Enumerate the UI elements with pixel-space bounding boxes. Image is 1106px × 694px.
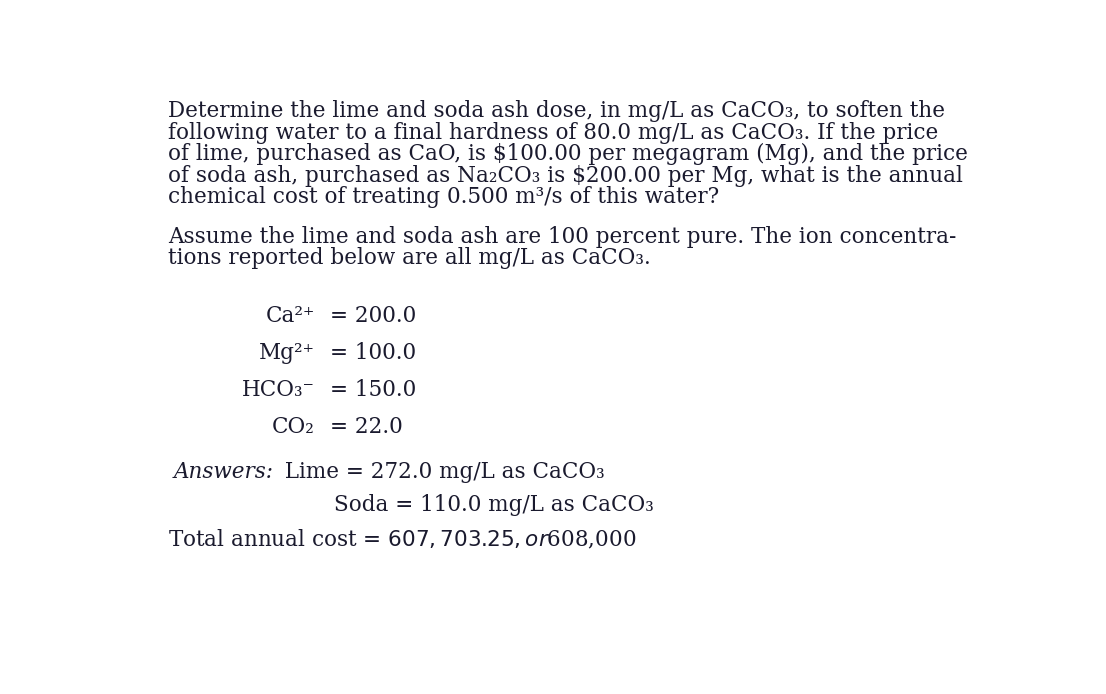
Text: Total annual cost = $607,703.25, or $608,000: Total annual cost = $607,703.25, or $608…	[168, 528, 636, 552]
Text: of soda ash, purchased as Na₂CO₃ is $200.00 per Mg, what is the annual: of soda ash, purchased as Na₂CO₃ is $200…	[168, 165, 962, 187]
Text: = 150.0: = 150.0	[331, 379, 417, 401]
Text: = 22.0: = 22.0	[331, 416, 404, 438]
Text: Mg²⁺: Mg²⁺	[259, 342, 315, 364]
Text: following water to a final hardness of 80.0 mg/L as CaCO₃. If the price: following water to a final hardness of 8…	[168, 121, 938, 144]
Text: of lime, purchased as CaO, is $100.00 per megagram (Mg), and the price: of lime, purchased as CaO, is $100.00 pe…	[168, 144, 968, 165]
Text: Answers:: Answers:	[174, 461, 274, 482]
Text: CO₂: CO₂	[272, 416, 315, 438]
Text: Assume the lime and soda ash are 100 percent pure. The ion concentra-: Assume the lime and soda ash are 100 per…	[168, 226, 956, 248]
Text: Ca²⁺: Ca²⁺	[265, 305, 315, 327]
Text: chemical cost of treating 0.500 m³/s of this water?: chemical cost of treating 0.500 m³/s of …	[168, 187, 719, 208]
Text: tions reported below are all mg/L as CaCO₃.: tions reported below are all mg/L as CaC…	[168, 247, 650, 269]
Text: HCO₃⁻: HCO₃⁻	[242, 379, 315, 401]
Text: = 100.0: = 100.0	[331, 342, 417, 364]
Text: = 200.0: = 200.0	[331, 305, 417, 327]
Text: Lime = 272.0 mg/L as CaCO₃: Lime = 272.0 mg/L as CaCO₃	[278, 461, 605, 482]
Text: Soda = 110.0 mg/L as CaCO₃: Soda = 110.0 mg/L as CaCO₃	[334, 494, 655, 516]
Text: Determine the lime and soda ash dose, in mg/L as CaCO₃, to soften the: Determine the lime and soda ash dose, in…	[168, 100, 945, 122]
